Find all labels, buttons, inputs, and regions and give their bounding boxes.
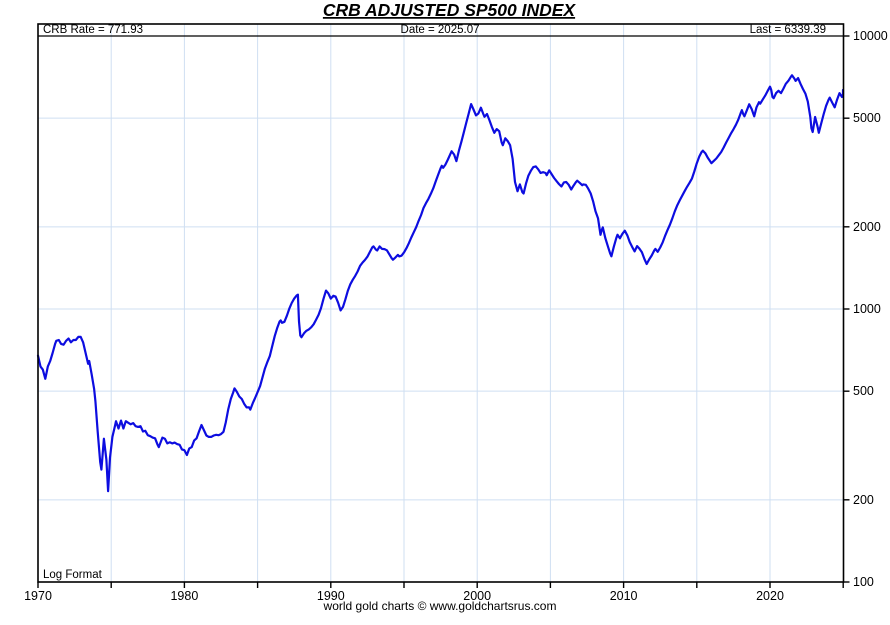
- x-tick-label: 2000: [463, 589, 491, 603]
- y-tick-label: 200: [853, 493, 874, 507]
- date-label: Date = 2025.07: [401, 24, 480, 36]
- price-line: [36, 74, 845, 493]
- y-tick-label: 5000: [853, 111, 881, 125]
- crb-rate-label: CRB Rate = 771.93: [43, 24, 143, 36]
- axis-layer: 1970 1980 1990 2000 2010 2020 100 200 500 1000 200…: [24, 29, 888, 603]
- y-tick-label: 1000: [853, 302, 881, 316]
- y-tick-label: 10000: [853, 29, 888, 43]
- x-tick-label: 2010: [610, 589, 638, 603]
- log-format-label: Log Format: [43, 569, 103, 581]
- last-value-label: Last = 6339.39: [750, 24, 826, 36]
- plot-frame: [37, 23, 845, 583]
- grid-layer: [38, 24, 844, 582]
- x-tick-label: 1980: [170, 589, 198, 603]
- y-tick-label: 100: [853, 575, 874, 589]
- chart-title: CRB ADJUSTED SP500 INDEX: [323, 0, 577, 20]
- y-tick-label: 500: [853, 384, 874, 398]
- footer-attribution: world gold charts © www.goldchartsrus.co…: [323, 599, 557, 613]
- y-tick-label: 2000: [853, 220, 881, 234]
- x-tick-label: 1970: [24, 589, 52, 603]
- x-tick-label: 1990: [317, 589, 345, 603]
- x-tick-label: 2020: [756, 589, 784, 603]
- series-layer: [36, 74, 845, 493]
